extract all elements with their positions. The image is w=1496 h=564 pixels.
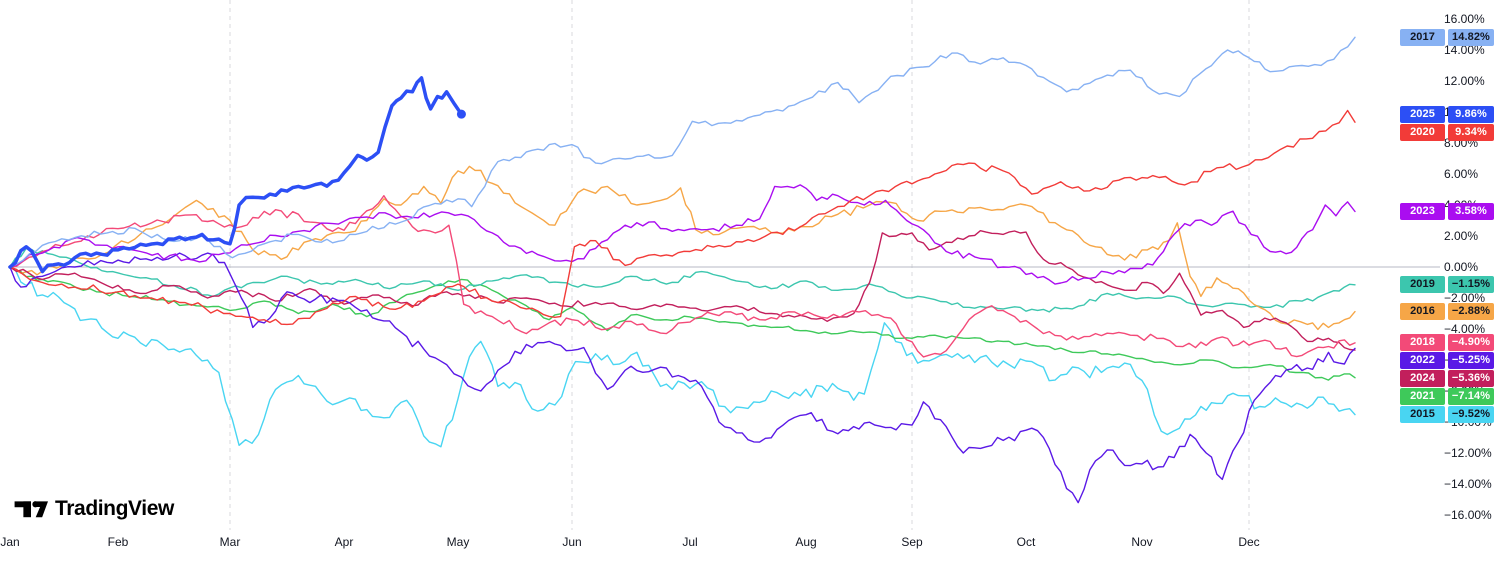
- x-axis-label-oct: Oct: [1016, 535, 1036, 549]
- series-line-2024[interactable]: [9, 229, 1356, 351]
- series-value-badge-2021: −7.14%: [1448, 388, 1494, 406]
- time-scale[interactable]: Jan Feb Mar Apr May Jun Jul Aug Sep Oct Nov Dec: [0, 533, 1496, 559]
- series-line-2016[interactable]: [9, 165, 1356, 331]
- series-endpoint-dot-2025: [456, 109, 466, 119]
- y-axis-label--4: −4.00%: [1444, 322, 1486, 336]
- x-axis-label-nov: Nov: [1131, 535, 1153, 549]
- tradingview-logo-icon: [14, 501, 48, 518]
- series-line-2019[interactable]: [9, 247, 1356, 313]
- series-line-2023[interactable]: [9, 184, 1356, 285]
- y-axis-label--2: −2.00%: [1444, 291, 1486, 305]
- y-axis-label-12: 12.00%: [1444, 74, 1485, 88]
- tradingview-logo-text: TradingView: [55, 497, 174, 520]
- series-value-badge-2024: −5.36%: [1448, 370, 1494, 388]
- series-year-badge-2021: 2021: [1400, 388, 1445, 406]
- y-axis-label-0: 0.00%: [1444, 260, 1479, 274]
- series-line-2018[interactable]: [9, 194, 1356, 358]
- series-value-badge-2017: 14.82%: [1448, 28, 1494, 46]
- y-axis-label--12: −12.00%: [1444, 446, 1492, 460]
- y-axis-label-2: 2.00%: [1444, 229, 1479, 243]
- series-line-2015[interactable]: [9, 266, 1356, 448]
- y-axis-label--14: −14.00%: [1444, 477, 1492, 491]
- series-value-badge-2025: 9.86%: [1448, 105, 1494, 123]
- tradingview-logo[interactable]: TradingView: [14, 494, 174, 524]
- series-line-2020[interactable]: [9, 109, 1356, 326]
- series-line-2021[interactable]: [9, 266, 1356, 381]
- x-axis-label-sep: Sep: [901, 535, 923, 549]
- series-line-2022[interactable]: [9, 252, 1356, 504]
- x-axis-label-apr: Apr: [334, 535, 354, 549]
- y-axis-label--16: −16.00%: [1444, 508, 1492, 522]
- series-year-badge-2022: 2022: [1400, 352, 1445, 370]
- series-value-badge-2018: −4.90%: [1448, 334, 1494, 352]
- y-axis-label-6: 6.00%: [1444, 167, 1479, 181]
- series-year-badge-2020: 2020: [1400, 123, 1445, 141]
- series-year-badge-2015: 2015: [1400, 406, 1445, 424]
- x-axis-label-feb: Feb: [107, 535, 129, 549]
- y-axis-label-16: 16.00%: [1444, 12, 1485, 26]
- series-year-badge-2023: 2023: [1400, 203, 1445, 220]
- x-axis-label-jan: Jan: [0, 535, 20, 549]
- x-axis-label-jun: Jun: [562, 535, 582, 549]
- series-year-badge-2018: 2018: [1400, 334, 1445, 352]
- y-axis-label-14: 14.00%: [1444, 43, 1485, 57]
- x-axis-label-aug: Aug: [795, 535, 817, 549]
- x-axis-label-jul: Jul: [682, 535, 698, 549]
- x-axis-label-mar: Mar: [219, 535, 241, 549]
- series-value-badge-2022: −5.25%: [1448, 352, 1494, 370]
- series-year-badge-2017: 2017: [1400, 28, 1445, 46]
- series-year-badge-2024: 2024: [1400, 370, 1445, 388]
- series-value-badge-2020: 9.34%: [1448, 123, 1494, 141]
- series-value-badge-2016: −2.88%: [1448, 303, 1494, 321]
- series-line-2017[interactable]: [9, 36, 1356, 268]
- series-value-badge-2023: 3.58%: [1448, 203, 1494, 220]
- x-axis-label-dec: Dec: [1238, 535, 1260, 549]
- series-line-2025[interactable]: [8, 76, 464, 274]
- x-axis-label-may: May: [446, 535, 470, 549]
- series-year-badge-2025: 2025: [1400, 105, 1445, 123]
- series-year-badge-2016: 2016: [1400, 303, 1445, 321]
- series-year-badge-2019: 2019: [1400, 276, 1445, 294]
- series-value-badge-2019: −1.15%: [1448, 276, 1494, 294]
- series-value-badge-2015: −9.52%: [1448, 406, 1494, 424]
